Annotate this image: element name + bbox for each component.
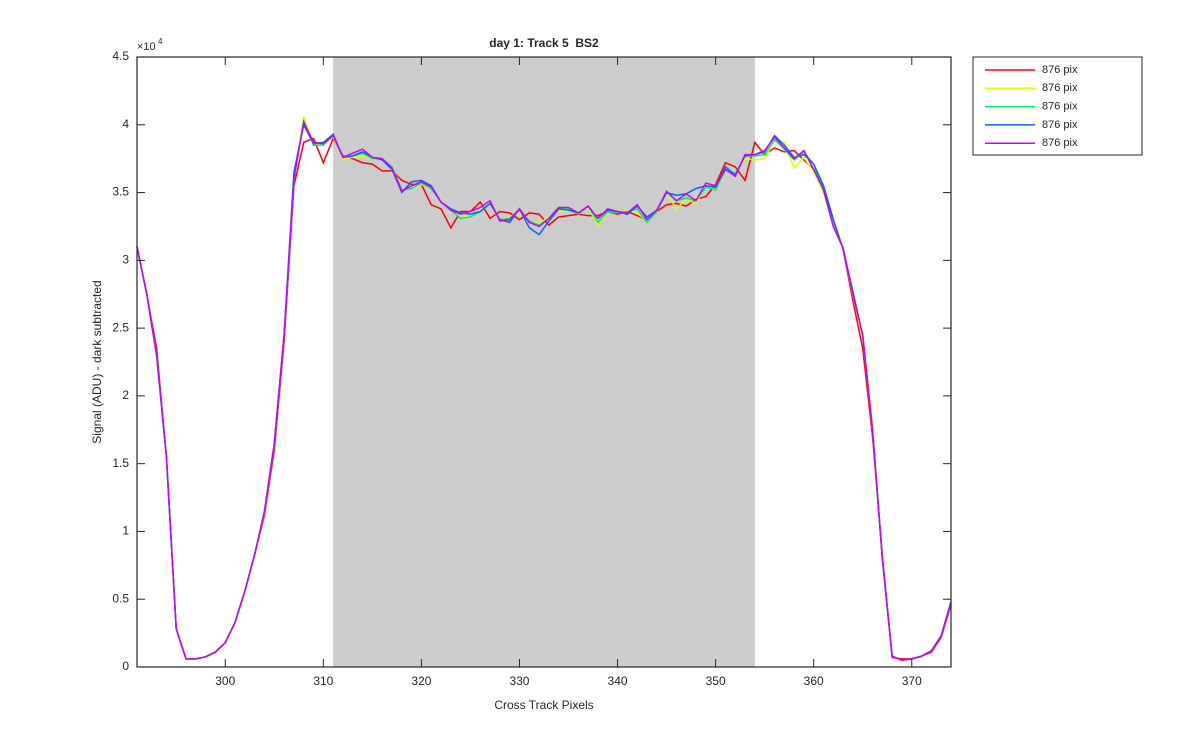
y-tick-label: 1.5: [112, 456, 129, 470]
y-tick-label: 3: [122, 253, 129, 267]
y-tick-label: 0: [122, 659, 129, 673]
x-tick-label: 350: [706, 674, 726, 688]
y-multiplier: ×10: [137, 41, 156, 53]
y-tick-label: 2: [122, 388, 129, 402]
y-tick-label: 4: [122, 117, 129, 131]
y-tick-label: 3.5: [112, 185, 129, 199]
x-tick-label: 360: [804, 674, 824, 688]
legend-label: 876 pix: [1042, 137, 1078, 149]
y-multiplier-exponent: 4: [158, 37, 163, 46]
x-axis-label: Cross Track Pixels: [494, 698, 593, 712]
x-tick-label: 330: [509, 674, 529, 688]
legend-label: 876 pix: [1042, 82, 1078, 94]
legend-label: 876 pix: [1042, 101, 1078, 113]
x-tick-label: 310: [313, 674, 333, 688]
y-tick-label: 4.5: [112, 49, 129, 63]
legend-label: 876 pix: [1042, 119, 1078, 131]
plot-frame: [136, 56, 952, 668]
y-axis-label: Signal (ADU) - dark subtracted: [90, 280, 104, 443]
y-tick-label: 1: [122, 524, 129, 538]
data-line: [136, 119, 952, 661]
highlight-region: [333, 57, 755, 667]
x-tick-label: 320: [411, 674, 431, 688]
y-tick-label: 2.5: [112, 320, 129, 334]
chart-title: day 1: Track 5 BS2: [489, 36, 599, 50]
y-tick-label: 0.5: [112, 591, 129, 605]
legend-label: 876 pix: [1042, 64, 1078, 76]
x-tick-label: 340: [608, 674, 628, 688]
x-tick-label: 300: [215, 674, 235, 688]
x-tick-label: 370: [902, 674, 922, 688]
